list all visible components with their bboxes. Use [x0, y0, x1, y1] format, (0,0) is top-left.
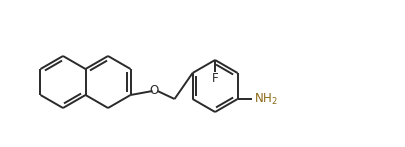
Text: F: F	[211, 71, 218, 85]
Text: O: O	[149, 85, 158, 97]
Text: NH$_2$: NH$_2$	[253, 91, 277, 107]
